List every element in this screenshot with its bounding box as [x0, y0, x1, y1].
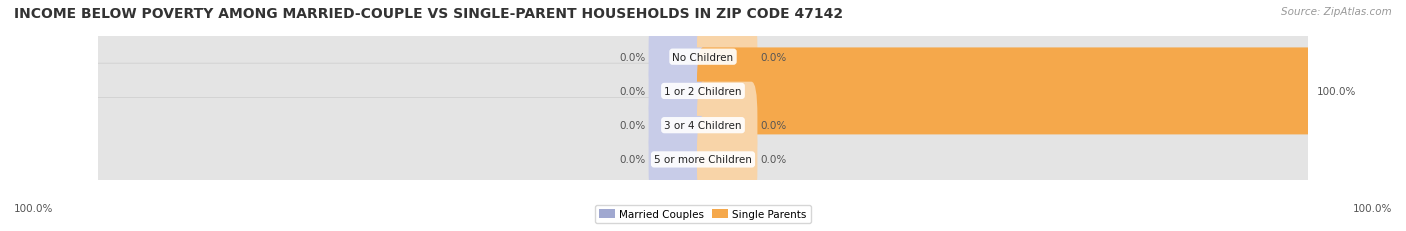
Legend: Married Couples, Single Parents: Married Couples, Single Parents: [595, 205, 811, 224]
FancyBboxPatch shape: [648, 14, 709, 101]
FancyBboxPatch shape: [648, 48, 709, 135]
Text: INCOME BELOW POVERTY AMONG MARRIED-COUPLE VS SINGLE-PARENT HOUSEHOLDS IN ZIP COD: INCOME BELOW POVERTY AMONG MARRIED-COUPL…: [14, 7, 844, 21]
Text: 100.0%: 100.0%: [1316, 87, 1355, 97]
FancyBboxPatch shape: [697, 82, 758, 169]
Text: 0.0%: 0.0%: [761, 121, 787, 131]
FancyBboxPatch shape: [90, 98, 1316, 222]
FancyBboxPatch shape: [90, 0, 1316, 119]
FancyBboxPatch shape: [697, 48, 1313, 135]
Text: 1 or 2 Children: 1 or 2 Children: [664, 87, 742, 97]
FancyBboxPatch shape: [697, 116, 758, 203]
Text: 0.0%: 0.0%: [619, 87, 645, 97]
FancyBboxPatch shape: [648, 82, 709, 169]
FancyBboxPatch shape: [90, 64, 1316, 187]
Text: 0.0%: 0.0%: [619, 155, 645, 165]
Text: 100.0%: 100.0%: [1353, 203, 1392, 213]
Text: Source: ZipAtlas.com: Source: ZipAtlas.com: [1281, 7, 1392, 17]
Text: 3 or 4 Children: 3 or 4 Children: [664, 121, 742, 131]
Text: 100.0%: 100.0%: [14, 203, 53, 213]
FancyBboxPatch shape: [648, 116, 709, 203]
Text: 0.0%: 0.0%: [619, 52, 645, 62]
Text: 0.0%: 0.0%: [761, 155, 787, 165]
FancyBboxPatch shape: [90, 30, 1316, 153]
Text: No Children: No Children: [672, 52, 734, 62]
Text: 0.0%: 0.0%: [761, 52, 787, 62]
Text: 5 or more Children: 5 or more Children: [654, 155, 752, 165]
FancyBboxPatch shape: [697, 14, 758, 101]
Text: 0.0%: 0.0%: [619, 121, 645, 131]
